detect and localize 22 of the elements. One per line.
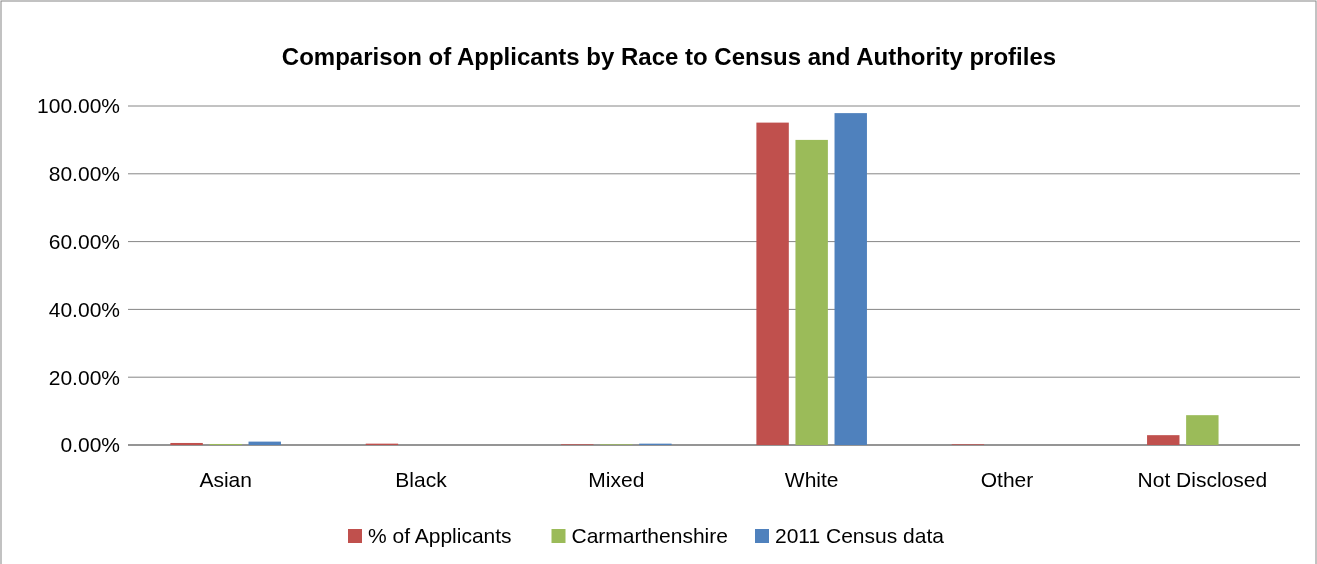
x-tick-label: Mixed [588,468,645,491]
x-tick-label: Not Disclosed [1137,468,1268,491]
x-tick-label: White [784,468,839,491]
bar [170,442,203,445]
legend-label: Carmarthenshire [571,524,728,548]
x-tick-label: Other [980,468,1034,491]
chart-title: Comparison of Applicants by Race to Census and Authority profiles [281,43,1057,70]
y-tick-label: 100.00% [37,94,120,118]
y-tick-label: 40.00% [48,297,120,321]
bar [1186,415,1219,445]
y-tick-label: 20.00% [48,365,120,389]
legend-label: 2011 Census data [775,524,945,548]
y-tick-label: 60.00% [48,229,120,253]
bar [756,122,789,445]
bar [795,139,828,445]
bar [1147,435,1180,445]
x-tick-label: Asian [199,468,252,491]
y-tick-label: 0.00% [60,433,120,457]
bar [834,113,867,445]
x-tick-label: Black [395,468,448,491]
y-tick-label: 80.00% [48,162,120,186]
legend-label: % of Applicants [368,524,512,548]
